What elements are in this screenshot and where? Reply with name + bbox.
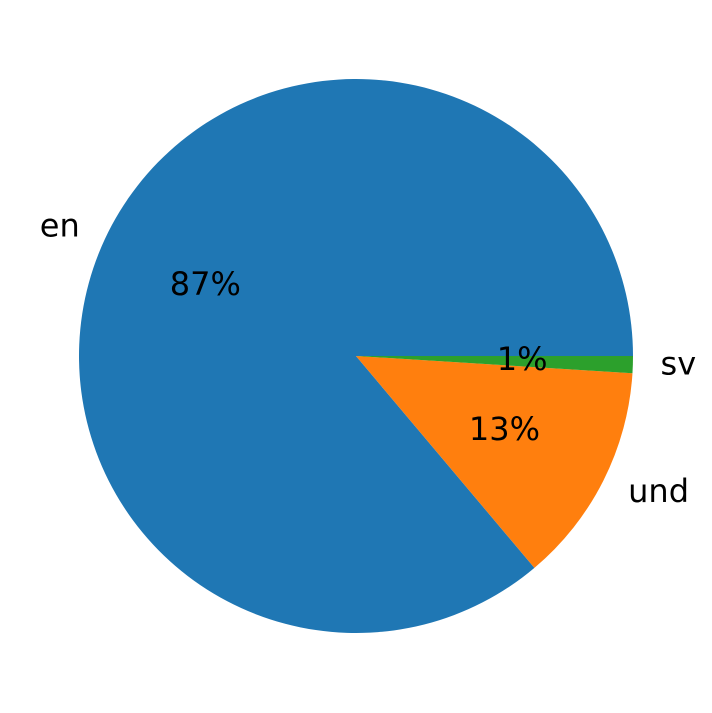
percent-label: 87% xyxy=(170,265,241,303)
pie-slice xyxy=(356,356,633,374)
slice-label: en xyxy=(40,206,80,244)
pie-slice xyxy=(356,356,633,568)
slice-label: und xyxy=(628,472,689,510)
percent-label: 1% xyxy=(497,340,548,378)
slice-label: sv xyxy=(661,344,697,382)
percent-label: 13% xyxy=(469,410,540,448)
